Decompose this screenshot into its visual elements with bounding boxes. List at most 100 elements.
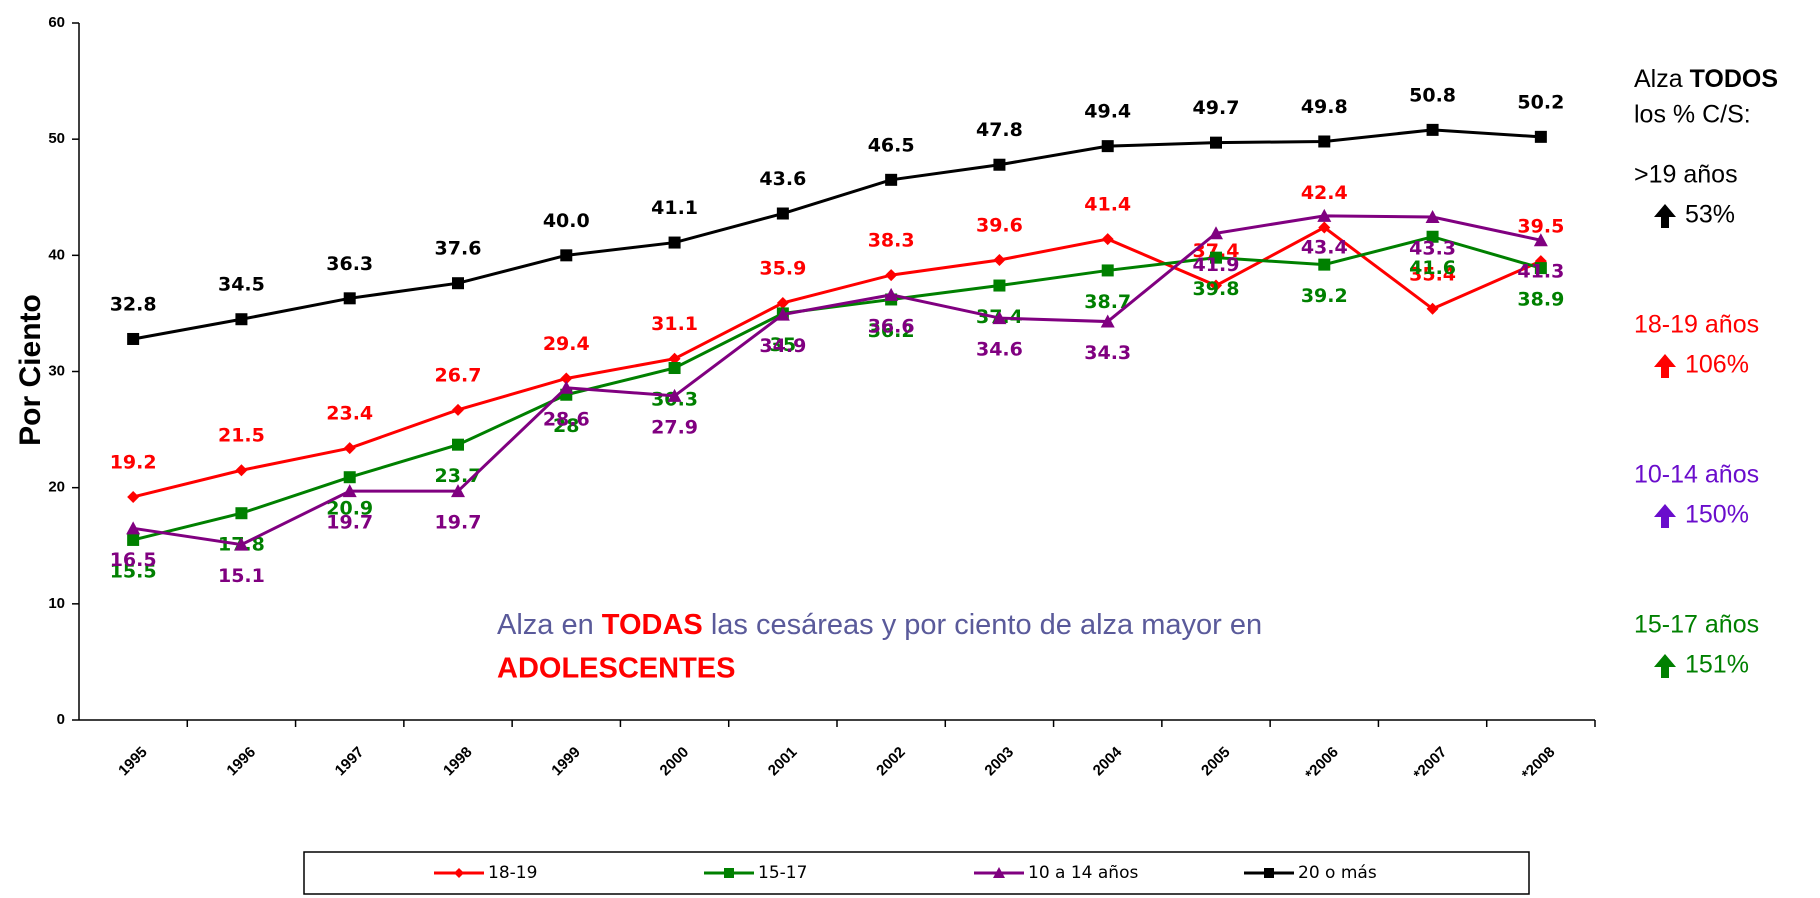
data-label: 49.4 (1084, 101, 1131, 123)
annotation: Alza en TODAS las cesáreas y por ciento … (497, 609, 1262, 641)
marker (560, 249, 573, 262)
data-label: 29.4 (543, 333, 590, 355)
marker (452, 403, 464, 416)
marker (1209, 226, 1223, 240)
marker (1318, 221, 1331, 234)
data-label: 38.3 (868, 230, 915, 252)
side-label: 10-14 años (1634, 461, 1759, 489)
y-tick-label: 60 (48, 14, 65, 31)
marker (235, 464, 248, 477)
legend-label: 10 a 14 años (1028, 863, 1138, 883)
data-label: 41.6 (1409, 257, 1456, 279)
marker (1426, 123, 1439, 136)
data-label: 15.5 (110, 560, 157, 582)
data-label: 28.6 (543, 408, 590, 430)
data-label: 42.4 (1301, 182, 1348, 204)
y-tick-label: 10 (48, 595, 65, 612)
marker (993, 279, 1006, 292)
data-label: 43.6 (759, 168, 806, 190)
data-label: 34.5 (218, 274, 265, 296)
legend-label: 18-19 (488, 863, 537, 883)
side-change: 150% (1685, 501, 1749, 529)
marker (342, 484, 357, 498)
x-tick-label: 2001 (765, 744, 801, 780)
side-label: >19 años (1634, 161, 1738, 189)
marker (452, 277, 464, 290)
marker (776, 296, 789, 309)
marker (993, 253, 1006, 266)
data-label: 50.2 (1517, 91, 1564, 113)
data-label: 37.4 (1193, 240, 1240, 262)
marker (885, 173, 898, 186)
marker (560, 372, 573, 385)
data-label: 34.3 (1084, 342, 1131, 364)
data-label: 37.6 (435, 238, 482, 260)
data-label: 43.4 (1301, 236, 1348, 258)
legend: 18-19 15-17 10 a 14 años 20 o más (303, 851, 1530, 895)
marker (1101, 140, 1114, 153)
series-line (132, 128, 1541, 341)
marker (343, 471, 356, 484)
marker (885, 269, 898, 282)
data-label: 39.2 (1301, 285, 1348, 307)
arrow-icon (1654, 504, 1676, 528)
data-label: 27.9 (651, 416, 698, 438)
x-tick-label: 1997 (332, 744, 368, 780)
marker (235, 313, 248, 326)
y-tick-label: 50 (48, 130, 65, 147)
marker (668, 362, 681, 375)
side-heading: Alza TODOS (1634, 65, 1778, 93)
data-label: 43.3 (1409, 237, 1456, 259)
marker (1318, 135, 1331, 148)
marker (454, 868, 464, 878)
marker (993, 158, 1006, 171)
y-tick-label: 20 (48, 479, 65, 496)
marker (776, 207, 789, 220)
data-label: 32.8 (110, 293, 157, 315)
marker (1534, 130, 1547, 143)
data-label: 35.4 (1409, 263, 1456, 285)
data-label: 38.7 (1084, 291, 1131, 313)
x-tick-label: 2000 (657, 744, 693, 780)
legend-label: 20 o más (1298, 863, 1377, 883)
data-label: 47.8 (976, 119, 1023, 141)
y-axis-label: Por Ciento (14, 294, 47, 446)
marker (668, 352, 681, 365)
marker (559, 380, 574, 394)
marker (343, 292, 356, 305)
y-tick-label: 30 (48, 362, 65, 379)
data-label: 50.8 (1409, 84, 1456, 106)
series-line (132, 235, 1542, 542)
arrow-icon (1654, 354, 1676, 378)
arrow-icon (1654, 204, 1676, 228)
y-tick-label: 0 (57, 711, 65, 728)
marker (1426, 302, 1439, 315)
marker (1210, 136, 1222, 149)
marker (1426, 230, 1439, 243)
marker (1100, 314, 1115, 328)
marker (127, 533, 140, 546)
marker (235, 507, 248, 520)
side-change: 106% (1685, 351, 1749, 379)
marker (1264, 868, 1274, 878)
side-label: 15-17 años (1634, 611, 1759, 639)
marker (1210, 251, 1222, 264)
x-tick-label: 1999 (548, 744, 584, 780)
data-label: 41.4 (1084, 194, 1131, 216)
data-label: 36.3 (326, 253, 373, 275)
marker (1101, 264, 1114, 277)
data-label: 46.5 (868, 134, 915, 156)
data-label: 31.1 (651, 313, 698, 335)
marker (992, 311, 1007, 325)
data-label: 40.0 (543, 210, 590, 232)
legend-label: 15-17 (758, 863, 807, 883)
marker (668, 236, 681, 249)
data-label: 39.6 (976, 214, 1023, 236)
marker (1317, 208, 1332, 222)
data-label: 41.3 (1517, 261, 1564, 283)
x-tick-label: 2003 (981, 744, 1017, 780)
marker (667, 388, 682, 402)
marker (724, 868, 734, 878)
data-label: 16.5 (110, 549, 157, 571)
x-tick-label: 1998 (440, 744, 476, 780)
